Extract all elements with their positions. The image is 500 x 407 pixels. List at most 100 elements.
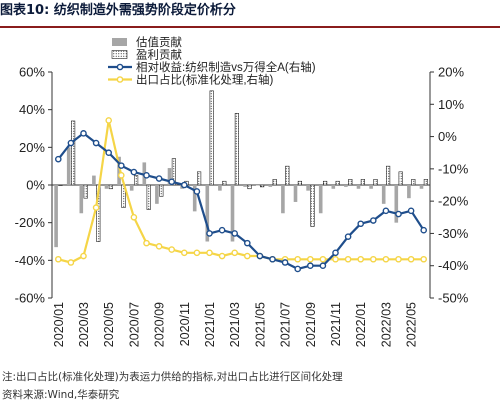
relative-return-point (420, 226, 428, 234)
relative-return-point (143, 172, 150, 179)
valuation-bar (344, 185, 348, 187)
relative-return-point (306, 262, 314, 270)
relative-return-point (155, 175, 163, 182)
valuation-bar (369, 185, 373, 189)
x-tick-label: 2021/09 (304, 302, 318, 347)
legend: 估值贡献盈利贡献相对收益:纺织制造vs万得全A(右轴)出口占比(标准化处理,右轴… (108, 35, 316, 87)
valuation-bar (230, 185, 235, 242)
right-axis-tick-label: 20% (438, 65, 464, 80)
x-tick-label: 2022/05 (405, 302, 419, 347)
earnings-bar (385, 165, 391, 186)
valuation-bar (255, 185, 260, 186)
figure-title: 图表10: 纺织制造外需强势阶段定价析分 (0, 3, 236, 18)
earnings-bar (83, 184, 88, 199)
valuation-bar (167, 168, 172, 185)
x-tick-label: 2020/03 (77, 302, 91, 347)
earnings-bar (159, 184, 164, 197)
export-share-point (193, 249, 201, 257)
right-axis-tick-label: -30% (438, 226, 469, 241)
relative-return-point (67, 139, 75, 147)
x-tick-label: 2020/07 (127, 302, 141, 347)
valuation-bar (218, 185, 222, 191)
relative-return-point (344, 233, 352, 240)
export-share-point (55, 255, 62, 263)
relative-return-point (256, 252, 264, 260)
earnings-bar (247, 184, 252, 190)
x-tick-label: 2020/01 (52, 302, 66, 347)
export-share-point (344, 255, 352, 263)
relative-return-point (294, 265, 302, 273)
export-share-point (80, 252, 87, 260)
left-axis-tick-label: -20% (15, 215, 46, 230)
title-rule (0, 26, 500, 28)
footnote: 注:出口占比(标准化处理)为表运力供给的指标,对出口占比进行区间化处理 (2, 371, 343, 383)
valuation-bar (192, 185, 197, 212)
source-note: 资料来源:Wind,华泰研究 (2, 389, 120, 401)
legend-swatch-valuation (112, 38, 127, 46)
left-axis-tick-label: 40% (19, 102, 45, 117)
valuation-bar (293, 185, 298, 202)
relative-return-point (243, 239, 251, 247)
valuation-bar (407, 185, 411, 199)
right-axis-tick-label: -10% (438, 161, 469, 176)
earnings-bar (373, 179, 378, 186)
valuation-bar (306, 185, 310, 191)
earnings-bar (322, 180, 328, 186)
x-tick-label: 2020/09 (153, 302, 167, 347)
export-share-point (231, 249, 238, 257)
export-share-point (105, 117, 112, 124)
valuation-bar (66, 147, 71, 185)
relative-return-point (206, 230, 213, 237)
right-axis-tick-label: -20% (438, 194, 469, 209)
export-share-point (395, 255, 402, 263)
earnings-bar (71, 120, 76, 186)
earnings-bar (171, 158, 177, 186)
valuation-bar (155, 185, 159, 204)
earnings-bar (360, 179, 366, 186)
valuation-bar (205, 185, 210, 242)
legend-label-earnings: 盈利贡献 (136, 48, 182, 62)
x-tick-label: 2022/03 (379, 302, 393, 347)
valuation-bar (394, 185, 399, 223)
earnings-bar (335, 180, 340, 186)
export-share-point (294, 255, 302, 263)
relative-return-point (130, 168, 138, 176)
relative-return-point (357, 220, 365, 228)
right-axis-tick-label: -40% (438, 258, 469, 273)
valuation-bar (129, 185, 134, 191)
export-share-point (319, 255, 327, 263)
relative-return-point (382, 207, 390, 215)
earnings-bar (398, 171, 403, 186)
relative-return-point (80, 130, 87, 137)
relative-return-point (269, 255, 276, 263)
right-axis-tick-label: 0% (438, 129, 457, 144)
export-share-point (420, 255, 428, 263)
valuation-bar (104, 185, 109, 189)
export-share-point (67, 259, 75, 266)
earnings-bar (146, 184, 151, 210)
x-tick-label: 2020/05 (102, 302, 116, 347)
earnings-bar (285, 165, 290, 186)
export-share-point (130, 213, 138, 221)
valuation-bar (381, 185, 386, 204)
relative-return-line (57, 132, 425, 270)
export-share-point (306, 255, 314, 263)
export-share-point (243, 252, 251, 260)
relative-return-point (118, 162, 125, 169)
footer: 注:出口占比(标准化处理)为表运力供给的指标,对出口占比进行区间化处理 资料来源… (2, 368, 500, 404)
legend-label-relative: 相对收益:纺织制造vs万得全A(右轴) (136, 60, 316, 74)
relative-return-point (369, 217, 377, 224)
relative-return-point (281, 259, 289, 266)
export-share-point (218, 252, 226, 260)
relative-return-point (92, 139, 100, 147)
export-share-point (382, 255, 390, 263)
line-series (55, 117, 428, 273)
export-share-point (357, 255, 365, 263)
export-share-point (118, 172, 125, 179)
earnings-bar (197, 171, 202, 186)
export-share-point (92, 204, 100, 211)
x-tick-label: 2022/01 (354, 302, 368, 347)
export-share-line (58, 119, 424, 264)
x-axis-ticks: 2020/01 2020/03 2020/05 2020/07 2020/09 2020/… (52, 302, 419, 347)
valuation-bar (243, 185, 247, 187)
